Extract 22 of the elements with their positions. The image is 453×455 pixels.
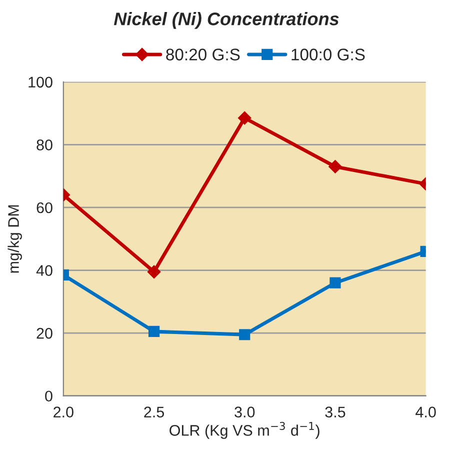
x-tick-label: 2.0: [54, 406, 74, 418]
y-tick-label: 100: [28, 76, 52, 88]
y-tick-label: 0: [45, 390, 52, 402]
x-tick-label: 3.0: [234, 406, 255, 418]
x-axis-title: OLR (Kg VS m$^{−3}$ d$^{−1}$): [170, 422, 320, 439]
point: [147, 265, 161, 278]
x-tick-label: 3.5: [325, 406, 346, 418]
x-tick-label: 4.0: [416, 406, 436, 418]
point: [328, 160, 342, 174]
x-tick-label: 2.5: [144, 406, 164, 418]
legend-label: 100:0 G:S: [292, 48, 365, 60]
y-tick-label: 80: [36, 140, 52, 150]
y-tick-label: 60: [36, 202, 52, 214]
y-tick-label: 40: [36, 265, 52, 276]
point: [239, 329, 250, 340]
legend-label: 80:20 G:S: [166, 48, 240, 60]
point: [330, 277, 341, 288]
y-axis-title: mg/kg DM: [8, 205, 22, 273]
chart-title: Nickel (Ni) Concentrations: [114, 12, 339, 29]
point: [148, 326, 160, 338]
y-tick-label: 20: [36, 328, 52, 339]
point: [238, 111, 252, 125]
